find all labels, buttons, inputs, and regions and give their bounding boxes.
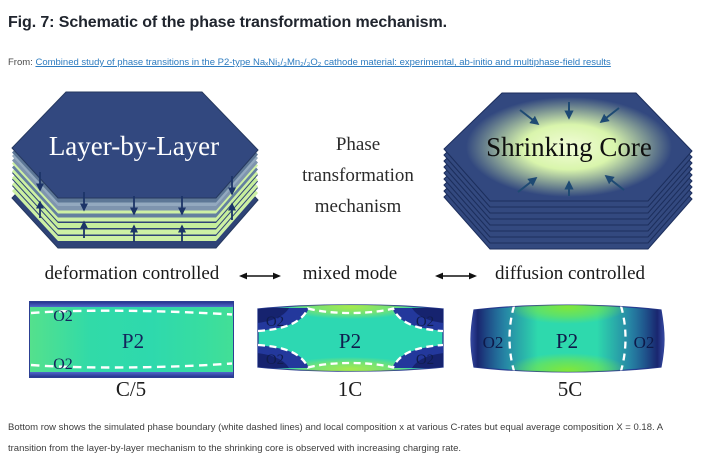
regime-mixed-mode: mixed mode — [302, 263, 398, 284]
center-caption: Phase transformation mechanism — [276, 129, 440, 222]
phase-boundary-dashes — [258, 307, 443, 369]
phase-label-p2: P2 — [339, 329, 361, 353]
layer-by-layer-particle: Layer-by-Layer — [11, 91, 259, 249]
sodium-flux-arrows — [35, 172, 237, 242]
layer-stack — [11, 91, 259, 249]
source-line: From: Combined study of phase transition… — [8, 57, 611, 68]
figure-caption: Bottom row shows the simulated phase bou… — [8, 422, 663, 454]
phase-label-o2: O2 — [53, 308, 73, 325]
simulation-panel-1c: O2 O2 P2 O2 O2 — [257, 304, 444, 372]
phase-label-o2: O2 — [483, 333, 504, 352]
center-caption-line: Phase — [335, 134, 381, 155]
phase-boundary-dashes — [30, 309, 233, 369]
center-caption-line: transformation — [302, 165, 414, 186]
phase-label-o2: O2 — [266, 314, 284, 330]
phase-label-p2: P2 — [556, 329, 578, 353]
simulation-panel-5c: O2 P2 O2 — [470, 304, 665, 373]
phase-label-o2: O2 — [416, 352, 434, 368]
rate-label-5c: 5C — [557, 377, 583, 401]
shrinking-core-particle: Shrinking Core — [443, 92, 693, 250]
shrinking-core-glow — [466, 97, 672, 197]
source-prefix: From: — [8, 57, 33, 68]
layer-by-layer-label: Layer-by-Layer — [49, 131, 219, 161]
o2-band-top — [29, 301, 234, 307]
phase-label-o2: O2 — [416, 314, 434, 330]
o2-band-bottom — [29, 372, 234, 378]
rate-label-c5: C/5 — [115, 377, 147, 401]
double-arrow-icon — [239, 272, 281, 280]
double-arrow-icon — [435, 272, 477, 280]
phase-boundary-dashes — [508, 305, 627, 372]
figure-title: Fig. 7: Schematic of the phase transform… — [8, 14, 447, 31]
center-caption-line: mechanism — [314, 196, 402, 217]
source-article-link[interactable]: Combined study of phase transitions in t… — [35, 57, 611, 68]
simulation-panel-c5: O2 P2 O2 — [29, 301, 234, 378]
phase-label-p2: P2 — [122, 329, 144, 353]
regime-diffusion-controlled: diffusion controlled — [494, 263, 646, 284]
regime-deformation-controlled: deformation controlled — [44, 263, 220, 284]
shrinking-core-label: Shrinking Core — [486, 132, 652, 162]
phase-label-o2: O2 — [634, 333, 655, 352]
phase-label-o2: O2 — [53, 356, 73, 373]
phase-label-o2: O2 — [266, 352, 284, 368]
inward-arrows — [517, 102, 625, 196]
rate-label-1c: 1C — [337, 377, 363, 401]
